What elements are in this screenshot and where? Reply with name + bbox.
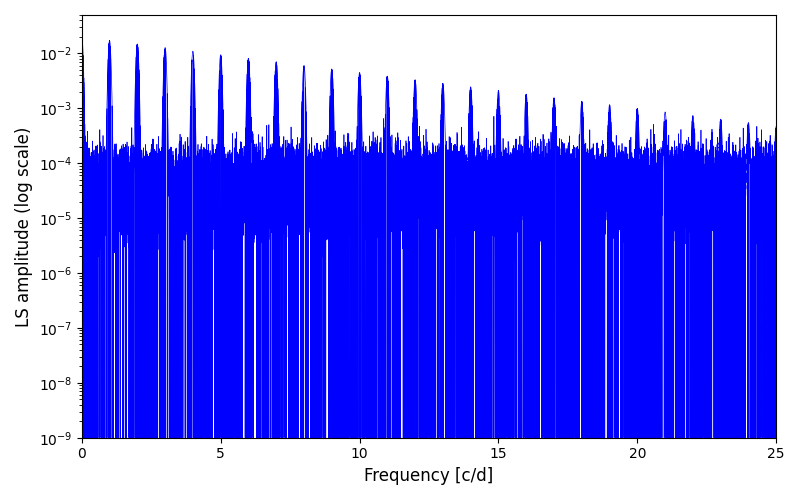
Y-axis label: LS amplitude (log scale): LS amplitude (log scale) xyxy=(15,126,33,326)
X-axis label: Frequency [c/d]: Frequency [c/d] xyxy=(364,467,494,485)
